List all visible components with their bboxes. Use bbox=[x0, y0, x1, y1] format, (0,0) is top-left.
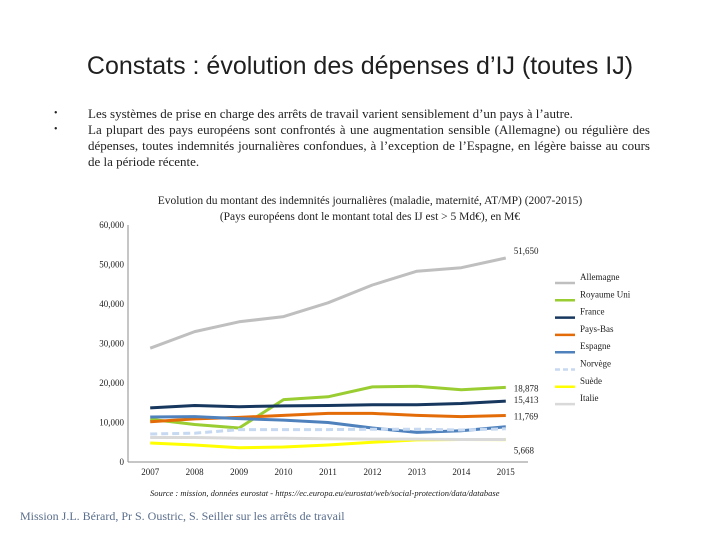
chart-subtitle: (Pays européens dont le montant total de… bbox=[219, 211, 521, 223]
x-tick-label: 2013 bbox=[408, 467, 427, 477]
series-line-allemagne bbox=[149, 256, 507, 350]
slide-footer: Mission J.L. Bérard, Pr S. Oustric, S. S… bbox=[20, 509, 345, 523]
bullet-dot: • bbox=[54, 124, 58, 135]
y-tick-label: 20,000 bbox=[99, 378, 124, 388]
bullet-dot: • bbox=[54, 108, 58, 119]
legend-label: Norvège bbox=[580, 359, 611, 369]
data-label: 5,668 bbox=[514, 446, 535, 456]
series-line-royaume-uni bbox=[150, 384, 506, 430]
y-tick-label: 60,000 bbox=[99, 220, 124, 230]
bullet-item: • Les systèmes de prise en charge des ar… bbox=[50, 106, 650, 122]
y-tick-label: 10,000 bbox=[99, 418, 124, 428]
x-tick-label: 2009 bbox=[230, 467, 249, 477]
bullet-text: Les systèmes de prise en charge des arrê… bbox=[88, 106, 573, 121]
chart-title: Evolution du montant des indemnités jour… bbox=[157, 195, 583, 207]
x-tick-label: 2012 bbox=[363, 467, 381, 477]
y-tick-label: 40,000 bbox=[99, 299, 124, 309]
bullet-item: • La plupart des pays européens sont con… bbox=[50, 122, 650, 170]
slide-title: Constats : évolution des dépenses d’IJ (… bbox=[86, 52, 634, 80]
y-tick-label: 0 bbox=[120, 457, 125, 467]
y-tick-label: 50,000 bbox=[99, 260, 124, 270]
y-tick-label: 30,000 bbox=[99, 339, 124, 349]
x-tick-label: 2007 bbox=[141, 467, 160, 477]
data-label: 51,650 bbox=[514, 246, 539, 256]
series-line-italie bbox=[150, 436, 506, 441]
x-tick-label: 2010 bbox=[275, 467, 294, 477]
data-label: 15,413 bbox=[514, 395, 539, 405]
x-tick-label: 2008 bbox=[186, 467, 205, 477]
data-label: 18,878 bbox=[514, 383, 539, 393]
legend-label: Allemagne bbox=[580, 272, 620, 282]
chart-title-block: Evolution du montant des indemnités jour… bbox=[90, 193, 650, 225]
legend-label: Espagne bbox=[580, 341, 611, 351]
series-line-france bbox=[150, 399, 506, 410]
data-label: 11,769 bbox=[514, 412, 539, 422]
series-line-norv-ge bbox=[150, 427, 506, 436]
legend-label: Italie bbox=[580, 393, 599, 403]
legend-label: Royaume Uni bbox=[580, 289, 631, 299]
x-tick-label: 2014 bbox=[452, 467, 471, 477]
legend-label: France bbox=[580, 307, 605, 317]
bullet-text: La plupart des pays européens sont confr… bbox=[88, 122, 650, 169]
chart-source: Source : mission, données eurostat - htt… bbox=[150, 488, 500, 498]
legend-label: Pays-Bas bbox=[580, 324, 614, 334]
bullet-list: • Les systèmes de prise en charge des ar… bbox=[50, 106, 650, 170]
series-line-espagne bbox=[150, 415, 506, 434]
legend-label: Suède bbox=[580, 376, 602, 386]
x-tick-label: 2015 bbox=[497, 467, 516, 477]
x-tick-label: 2011 bbox=[319, 467, 337, 477]
